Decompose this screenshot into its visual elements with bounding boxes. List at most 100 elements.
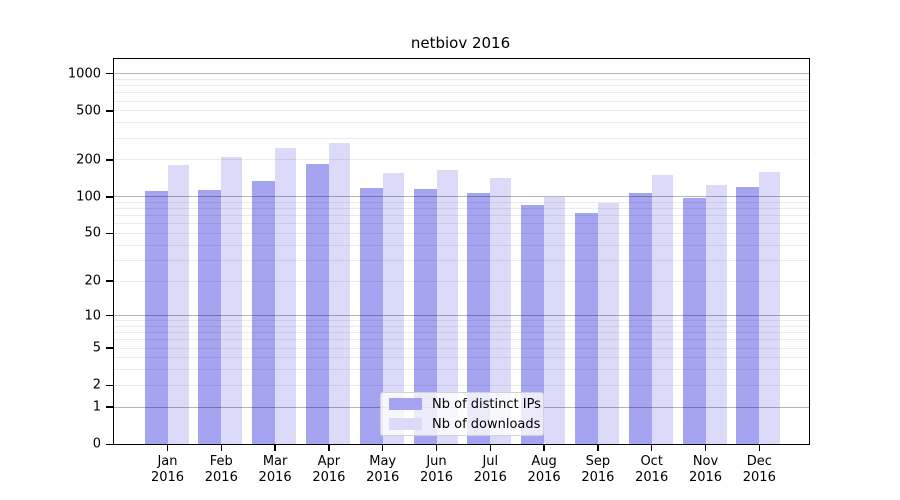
gridline-700 [114, 92, 809, 94]
y-tick-label-0: 0 [92, 436, 101, 452]
y-tick-label-5: 5 [92, 340, 101, 356]
x-tickmark-oct [650, 444, 653, 451]
gridline-20 [114, 280, 809, 282]
x-tick-label-jul: Jul 2016 [473, 454, 507, 485]
x-tick-label-aug: Aug 2016 [527, 454, 561, 485]
x-tickmark-may [381, 444, 384, 451]
gridline-1000 [114, 73, 809, 75]
chart-title: netbiov 2016 [410, 34, 511, 52]
x-tick-label-apr: Apr 2016 [312, 454, 346, 485]
x-tickmark-nov [704, 444, 707, 451]
gridline-4 [114, 357, 809, 359]
legend-swatch-distinct-ips [389, 398, 422, 410]
gridline-800 [114, 85, 809, 87]
bar-downloads-oct [651, 175, 673, 444]
x-tickmark-dec [758, 444, 761, 451]
legend-label-distinct-ips: Nb of distinct IPs [432, 396, 541, 412]
gridline-80 [114, 208, 809, 210]
bar-distinct-ips-feb [198, 189, 222, 444]
x-tick-label-feb: Feb 2016 [204, 454, 238, 485]
bar-downloads-may [382, 172, 404, 444]
x-tickmark-apr [328, 444, 330, 451]
bar-distinct-ips-oct [628, 193, 652, 444]
gridline-50 [114, 232, 809, 234]
gridline-40 [114, 244, 809, 246]
gridline-90 [114, 201, 809, 203]
y-tickmark-2 [106, 384, 114, 387]
x-tickmark-mar [274, 444, 276, 451]
gridline-200 [114, 159, 809, 161]
legend-item-downloads: Nb of downloads [389, 417, 540, 432]
x-tick-label-nov: Nov 2016 [688, 454, 723, 485]
y-tickmark-50 [106, 232, 114, 235]
x-tickmark-jan [166, 444, 169, 451]
x-tick-label-oct: Oct 2016 [635, 454, 669, 485]
gridline-6 [114, 339, 809, 341]
x-tickmark-feb [220, 444, 223, 451]
bar-downloads-sep [597, 203, 619, 444]
bar-downloads-jun [436, 170, 458, 444]
y-tick-label-50: 50 [84, 225, 101, 241]
bar-distinct-ips-jul [467, 192, 491, 444]
bar-distinct-ips-sep [574, 213, 598, 444]
gridline-500 [114, 110, 809, 112]
gridline-2 [114, 384, 809, 386]
bar-distinct-ips-jun [413, 189, 437, 444]
gridline-900 [114, 78, 809, 80]
legend-swatch-downloads [389, 418, 422, 430]
y-tickmark-100 [106, 196, 114, 198]
gridline-400 [114, 122, 809, 124]
x-tick-label-jun: Jun 2016 [419, 454, 454, 485]
gridline-30 [114, 259, 809, 261]
gridline-300 [114, 137, 809, 139]
axes-layer: 0 1 2 5 10 20 50 100 200 500 1000 Jan 2016 Feb 2016 Mar… [68, 59, 809, 485]
y-tick-label-100: 100 [76, 189, 101, 205]
y-tick-label-200: 200 [76, 152, 101, 168]
gridline-3 [114, 369, 809, 371]
x-tick-label-may: May 2016 [366, 454, 400, 485]
legend-item-distinct-ips: Nb of distinct IPs [389, 397, 541, 412]
legend: Nb of distinct IPs Nb of downloads [380, 392, 544, 436]
x-tick-label-mar: Mar 2016 [258, 454, 292, 485]
bar-downloads-jul [490, 177, 512, 444]
gridline-8 [114, 325, 809, 327]
bar-distinct-ips-apr [305, 164, 329, 444]
x-tick-label-dec: Dec 2016 [742, 454, 776, 485]
y-tickmark-1000 [106, 72, 114, 75]
y-tick-label-10: 10 [84, 308, 101, 324]
bar-downloads-apr [328, 142, 350, 444]
gridline-70 [114, 215, 809, 217]
x-tick-label-sep: Sep 2016 [581, 454, 615, 485]
gridline-9 [114, 320, 809, 322]
bar-downloads-nov [705, 185, 727, 444]
bar-distinct-ips-mar [252, 180, 276, 444]
y-tick-label-500: 500 [76, 103, 101, 119]
gridline-100 [114, 196, 809, 198]
gridline-10 [114, 315, 809, 317]
y-tickmark-10 [106, 314, 114, 317]
y-tick-label-1: 1 [92, 399, 101, 415]
bar-downloads-dec [759, 172, 781, 444]
y-tickmark-20 [106, 280, 114, 282]
x-tick-label-jan: Jan 2016 [150, 454, 185, 485]
gridline-60 [114, 223, 809, 225]
legend-label-downloads: Nb of downloads [432, 416, 541, 432]
gridline-600 [114, 100, 809, 102]
y-tick-label-1000: 1000 [67, 66, 101, 82]
y-tickmark-1 [106, 406, 114, 408]
y-tickmark-0 [106, 443, 114, 446]
y-tickmark-200 [106, 159, 114, 161]
bar-distinct-ips-aug [521, 205, 545, 444]
bar-downloads-jan [167, 165, 189, 444]
y-tick-label-2: 2 [92, 377, 101, 393]
y-tick-label-20: 20 [84, 273, 101, 289]
bar-downloads-feb [221, 156, 243, 444]
x-tickmark-aug [543, 444, 545, 451]
y-tickmark-5 [106, 347, 114, 349]
gridline-7 [114, 332, 809, 334]
x-tickmark-sep [597, 444, 599, 451]
bar-distinct-ips-jan [144, 191, 168, 444]
gridlines-layer [114, 59, 809, 444]
y-tickmark-500 [106, 110, 114, 112]
